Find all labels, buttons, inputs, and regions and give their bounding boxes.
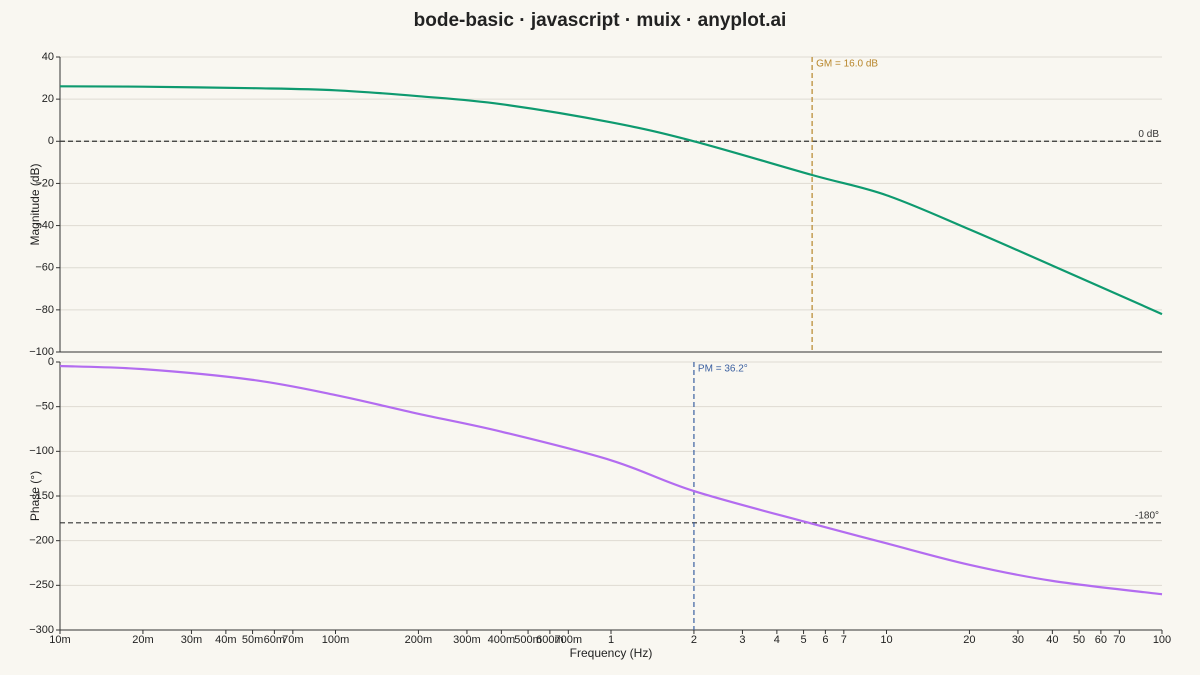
y-tick-label: −20 (35, 177, 54, 189)
y-tick-label: 20 (42, 93, 54, 105)
chart-title: bode-basic · javascript · muix · anyplot… (414, 10, 787, 31)
x-tick-label: 1 (608, 634, 614, 646)
line (59, 364, 1163, 596)
x-tick-label: 400m (488, 634, 516, 646)
y-tick-label: −50 (35, 401, 54, 413)
x-tick-label: 200m (405, 634, 433, 646)
x-tick-label: 300m (453, 634, 481, 646)
x-tick-label: 40m (215, 634, 236, 646)
x-tick-label: 600m (536, 634, 564, 646)
x-tick-label: 100m (322, 634, 350, 646)
y-tick-label: −200 (29, 535, 54, 547)
y-axis-label: Phase (°) (28, 471, 42, 521)
y-tick-label: −250 (29, 579, 54, 591)
x-tick-label: 40 (1046, 634, 1058, 646)
x-tick-label: 7 (841, 634, 847, 646)
x-tick-label: 30 (1012, 634, 1024, 646)
x-tick-label: 70 (1113, 634, 1125, 646)
x-axis-label: Frequency (Hz) (570, 646, 653, 660)
x-tick-label: 4 (774, 634, 780, 646)
y-tick-label: −60 (35, 262, 54, 274)
y-tick-label: −100 (29, 445, 54, 457)
reference-label: 0 dB (1138, 129, 1159, 140)
reference-label: GM = 16.0 dB (816, 59, 878, 70)
reference-label: -180° (1135, 510, 1159, 521)
y-tick-label: 0 (48, 135, 54, 147)
y-tick-label: 0 (48, 356, 54, 368)
x-tick-label: 60m (264, 634, 285, 646)
x-tick-label: 20 (963, 634, 975, 646)
y-tick-label: −300 (29, 624, 54, 636)
x-tick-label: 2 (691, 634, 697, 646)
x-tick-label: 500m (514, 634, 542, 646)
y-tick-label: −150 (29, 490, 54, 502)
y-tick-label: −80 (35, 304, 54, 316)
line (59, 85, 1163, 316)
x-tick-label: 100 (1153, 634, 1171, 646)
x-tick-label: 700m (555, 634, 583, 646)
x-tick-label: 50m (242, 634, 263, 646)
x-tick-label: 50 (1073, 634, 1085, 646)
x-tick-label: 10m (49, 634, 70, 646)
y-tick-label: 40 (42, 51, 54, 63)
x-tick-label: 30m (181, 634, 202, 646)
y-tick-label: −40 (35, 219, 54, 231)
y-tick-label: −100 (29, 346, 54, 358)
x-tick-label: 6 (822, 634, 828, 646)
x-tick-label: 60 (1095, 634, 1107, 646)
x-tick-label: 70m (282, 634, 303, 646)
x-tick-label: 3 (739, 634, 745, 646)
y-axis-label: Magnitude (dB) (28, 163, 42, 245)
x-tick-label: 20m (132, 634, 153, 646)
x-tick-label: 5 (801, 634, 807, 646)
reference-label: PM = 36.2° (698, 364, 748, 375)
x-tick-label: 10 (880, 634, 892, 646)
